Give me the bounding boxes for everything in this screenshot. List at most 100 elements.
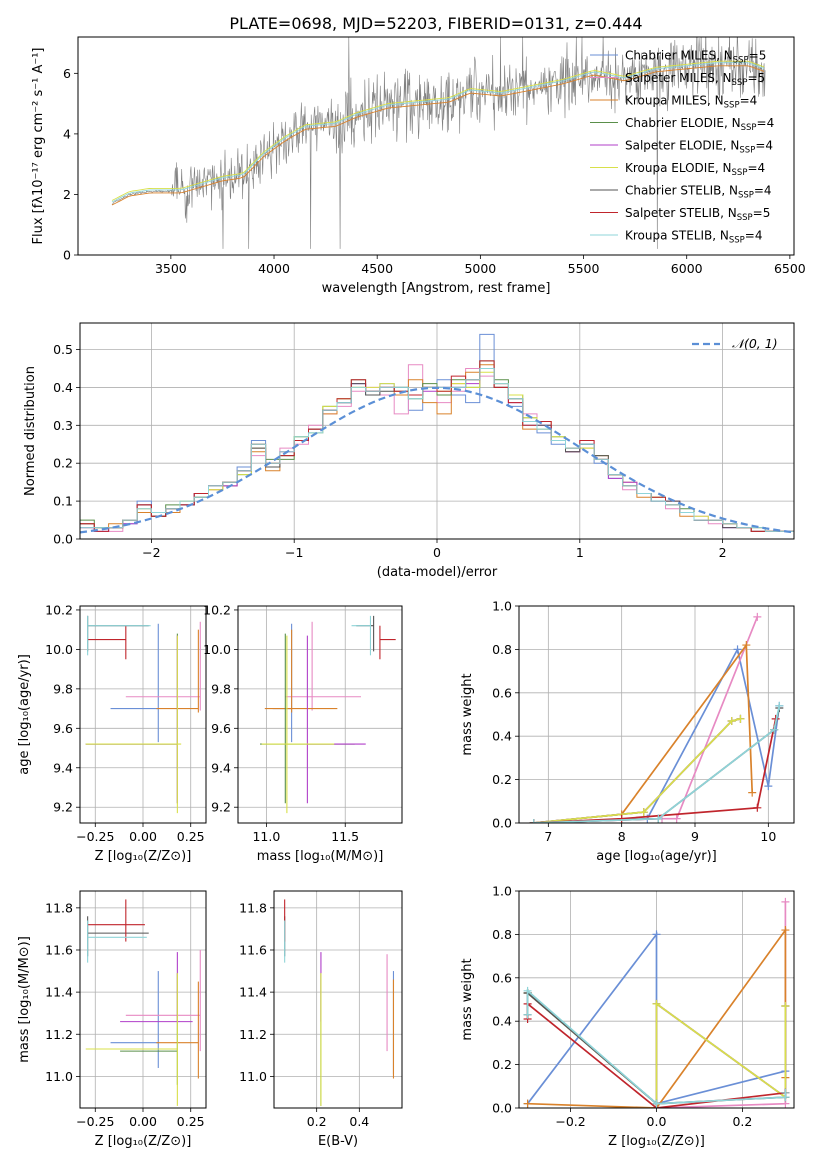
y-tick-label: 11.4 bbox=[239, 985, 267, 1000]
legend-entry: Salpeter ELODIE, NSSP=4 bbox=[590, 139, 773, 156]
legend-label: Kroupa STELIB, NSSP=4 bbox=[625, 229, 763, 246]
y-tick-label: 6 bbox=[63, 66, 71, 81]
weight-point-marker bbox=[652, 930, 661, 939]
errorbar-point bbox=[85, 635, 178, 804]
x-tick-label: 0.00 bbox=[129, 1114, 157, 1129]
y-tick-label: 0.2 bbox=[492, 1057, 512, 1072]
legend-label: Chabrier ELODIE, NSSP=4 bbox=[625, 116, 774, 133]
weight-point-marker bbox=[753, 803, 762, 812]
errorbar-point bbox=[264, 629, 338, 713]
legend-label: Salpeter ELODIE, NSSP=4 bbox=[625, 139, 773, 156]
y-tick-label: 9.4 bbox=[211, 760, 231, 775]
x-tick-label: 0 bbox=[433, 545, 441, 560]
x-tick-label: 0.0 bbox=[647, 1114, 667, 1129]
y-tick-label: 0.0 bbox=[492, 816, 512, 831]
x-tick-label: 0.4 bbox=[349, 1114, 369, 1129]
errorbar-point bbox=[120, 973, 178, 1085]
x-tick-label: 0.25 bbox=[177, 829, 205, 844]
y-tick-label: 9.8 bbox=[211, 681, 231, 696]
axes-frame bbox=[79, 890, 207, 1109]
y-tick-label: 0.4 bbox=[53, 380, 73, 395]
legend-label-subscript: SSP bbox=[738, 191, 754, 201]
weight-series-line bbox=[533, 707, 781, 823]
errorbar-point bbox=[351, 615, 372, 656]
errorbar-point bbox=[85, 973, 178, 1106]
weight-point-marker bbox=[523, 986, 532, 995]
mass-vs-ebv-panel: 0.2 0.4 11.0 11.2 11.4 11.6 11.8 E(B-V) bbox=[239, 890, 403, 1149]
x-tick-label: −0.25 bbox=[76, 829, 114, 844]
legend-label-suffix: =4 bbox=[740, 94, 758, 108]
weight-series bbox=[652, 897, 790, 1108]
x-axis-label: Z [log₁₀(Z/Z⊙)] bbox=[95, 849, 192, 864]
y-tick-label: 1.0 bbox=[492, 599, 512, 614]
x-tick-label: 5000 bbox=[464, 261, 496, 276]
legend-label: Salpeter MILES, NSSP=5 bbox=[625, 71, 765, 88]
legend-label-suffix: =4 bbox=[757, 116, 775, 130]
x-tick-label: 0.25 bbox=[177, 1114, 205, 1129]
legend-label-suffix: =4 bbox=[754, 184, 772, 198]
y-tick-label: 0.4 bbox=[492, 729, 512, 744]
weight-point-marker bbox=[654, 814, 663, 823]
x-tick-label: −0.2 bbox=[555, 1114, 585, 1129]
weight-series-line bbox=[656, 901, 787, 1108]
y-tick-label: 10.0 bbox=[45, 642, 73, 657]
errorbar-point bbox=[285, 621, 361, 711]
legend-label-subscript: SSP bbox=[732, 78, 748, 88]
y-tick-label: 0.3 bbox=[53, 418, 73, 433]
legend-label-main: Kroupa STELIB, N bbox=[625, 229, 729, 243]
errorbar-point bbox=[120, 952, 193, 1023]
weight-series bbox=[529, 612, 762, 823]
y-tick-label: 0.6 bbox=[492, 970, 512, 985]
y-tick-label: 0.8 bbox=[492, 642, 512, 657]
x-tick-label: 6500 bbox=[774, 261, 806, 276]
errorbar-point bbox=[87, 625, 127, 660]
y-axis-label: age [log₁₀(age/yr)] bbox=[17, 654, 32, 775]
legend-label-subscript: SSP bbox=[732, 168, 748, 178]
errorbar-point bbox=[87, 615, 149, 652]
y-tick-label: 11.2 bbox=[45, 1027, 73, 1042]
y-tick-label: 11.6 bbox=[45, 942, 73, 957]
x-tick-label: 11.5 bbox=[331, 829, 359, 844]
weight-point-marker bbox=[727, 717, 736, 726]
y-tick-label: 0.0 bbox=[53, 532, 73, 547]
axes-frame bbox=[518, 890, 795, 1109]
axes-frame bbox=[237, 605, 403, 824]
axes-frame bbox=[273, 890, 403, 1109]
y-tick-label: 11.8 bbox=[45, 900, 73, 915]
weight-point-marker bbox=[639, 808, 648, 817]
x-axis-label: age [log₁₀(age/yr)] bbox=[596, 849, 717, 864]
weight-point-marker bbox=[770, 725, 779, 734]
weight-point-marker bbox=[736, 714, 745, 723]
legend-label: Kroupa MILES, NSSP=4 bbox=[625, 94, 757, 111]
y-tick-label: 2 bbox=[63, 187, 71, 202]
x-axis-label: Z [log₁₀(Z/Z⊙)] bbox=[95, 1134, 192, 1149]
x-tick-label: −1 bbox=[285, 545, 303, 560]
legend-label-main: Salpeter MILES, N bbox=[625, 71, 732, 85]
legend-label-suffix: =5 bbox=[749, 49, 767, 63]
legend-label-subscript: SSP bbox=[739, 146, 755, 156]
weight-point-marker bbox=[781, 1088, 790, 1097]
legend-entry: Kroupa ELODIE, NSSP=4 bbox=[590, 161, 765, 178]
y-tick-label: 9.2 bbox=[211, 800, 231, 815]
weight-point-marker bbox=[748, 788, 757, 797]
y-tick-label: 11.2 bbox=[239, 1027, 267, 1042]
histogram-legend: 𝒩(0, 1) bbox=[692, 336, 778, 351]
weight-point-marker bbox=[781, 926, 790, 935]
y-tick-label: 0.5 bbox=[53, 342, 73, 357]
x-axis-label: Z [log₁₀(Z/Z⊙)] bbox=[608, 1134, 705, 1149]
spectrum-model-line bbox=[111, 65, 765, 206]
errorbar-point bbox=[379, 625, 396, 660]
legend-label-main: Kroupa ELODIE, N bbox=[625, 161, 732, 175]
legend-entry: Kroupa MILES, NSSP=4 bbox=[590, 94, 757, 111]
y-tick-label: 9.6 bbox=[211, 721, 231, 736]
errorbar-point bbox=[87, 920, 147, 963]
legend-label-suffix: =5 bbox=[753, 206, 771, 220]
weight-point-marker bbox=[781, 1002, 790, 1011]
x-tick-label: 0.2 bbox=[732, 1114, 752, 1129]
y-tick-label: 1.0 bbox=[492, 884, 512, 899]
y-tick-label: 0.6 bbox=[492, 685, 512, 700]
errorbar-point bbox=[87, 615, 151, 656]
legend-label-main: Chabrier STELIB, N bbox=[625, 184, 738, 198]
y-tick-label: 4 bbox=[63, 126, 71, 141]
